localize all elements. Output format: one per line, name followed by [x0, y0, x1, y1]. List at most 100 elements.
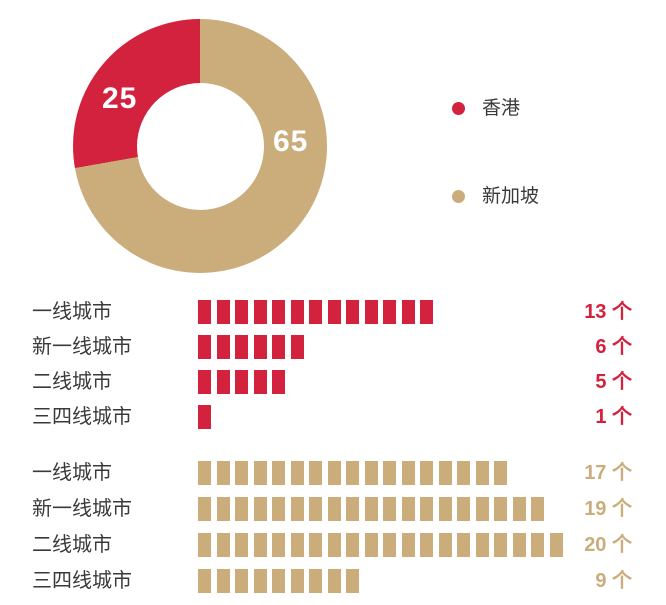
bar-segment [253, 497, 267, 521]
bar-row-label: 一线城市 [32, 300, 112, 323]
bar-row-value: 6 个 [595, 335, 632, 358]
bar-segment [235, 334, 248, 359]
bar-segment [420, 461, 433, 485]
bar-row-value: 17 个 [584, 462, 632, 484]
bar-segment [235, 369, 248, 394]
bar-group-singapore: 一线城市 17 个新一线城市 19 个二线城市 20 个三四线城市 9 个 [32, 455, 632, 599]
bar-row: 三四线城市 9 个 [32, 563, 632, 599]
bar-row-value: 19 个 [584, 498, 632, 520]
bar-segment [235, 299, 248, 324]
bar-segment [327, 533, 341, 557]
bar-segment [290, 299, 304, 324]
bar-segment [457, 533, 470, 557]
bar-segments [198, 369, 285, 394]
bar-segment [309, 497, 322, 521]
legend-dot-0 [452, 101, 465, 115]
donut-chart: 25 65 [73, 19, 327, 273]
bar-segment [364, 533, 378, 557]
bar-segment [272, 533, 285, 557]
donut-hole [136, 82, 264, 210]
bar-segment [512, 497, 526, 521]
bar-segments [198, 334, 304, 359]
bar-segment [198, 299, 211, 324]
bar-segment [216, 569, 230, 593]
bar-segment [420, 497, 433, 521]
bar-segment [420, 299, 433, 324]
bar-row-value: 1 个 [595, 405, 632, 428]
donut-slice-value-hongkong: 25 [102, 82, 138, 115]
bar-segment [290, 569, 304, 593]
bar-segment [401, 497, 415, 521]
bar-segment [198, 334, 211, 359]
bar-row: 新一线城市 19 个 [32, 491, 632, 527]
bar-row-value: 5 个 [595, 370, 632, 393]
bar-segment [253, 334, 267, 359]
bar-segment [235, 497, 248, 521]
bar-segment [364, 497, 378, 521]
bar-segment [420, 533, 433, 557]
legend-item-hongkong: 香港 [452, 98, 539, 118]
bar-segment [272, 497, 285, 521]
bar-segments [198, 404, 211, 429]
bar-segment [198, 497, 211, 521]
bar-segment [198, 533, 211, 557]
bar-segment [475, 497, 489, 521]
bar-segment [475, 533, 489, 557]
bar-segment [327, 461, 341, 485]
bar-segments [198, 461, 507, 485]
bar-row: 新一线城市 6 个 [32, 329, 632, 364]
bar-segment [475, 461, 489, 485]
bar-segment [198, 461, 211, 485]
bar-segment [327, 569, 341, 593]
bar-segments [198, 569, 359, 593]
bar-row: 一线城市 17 个 [32, 455, 632, 491]
bar-segment [346, 533, 359, 557]
bar-row-label: 三四线城市 [32, 405, 132, 428]
bar-segment [549, 533, 563, 557]
bar-segment [253, 461, 267, 485]
bar-row: 二线城市 5 个 [32, 364, 632, 399]
bar-segment [512, 533, 526, 557]
bar-segment [346, 497, 359, 521]
bar-segment [383, 533, 396, 557]
bar-segment [235, 533, 248, 557]
bar-segment [494, 461, 507, 485]
bar-segment [253, 569, 267, 593]
bar-segment [383, 299, 396, 324]
bar-segment [253, 533, 267, 557]
bar-segment [253, 299, 267, 324]
bar-row-label: 三四线城市 [32, 570, 132, 592]
bar-segment [290, 533, 304, 557]
bar-group-hongkong: 一线城市 13 个新一线城市 6 个二线城市 5 个三四线城市 1 个 [32, 294, 632, 434]
bar-segment [235, 461, 248, 485]
bar-segment [290, 334, 304, 359]
bar-segment [216, 533, 230, 557]
bar-row: 三四线城市 1 个 [32, 399, 632, 434]
legend-dot-1 [452, 189, 465, 203]
bar-segment [216, 299, 230, 324]
bar-segment [235, 569, 248, 593]
bar-segment [438, 533, 452, 557]
bar-row-value: 20 个 [584, 534, 632, 556]
bar-segment [531, 533, 544, 557]
bar-segment [198, 569, 211, 593]
bar-segment [346, 299, 359, 324]
bar-segment [216, 334, 230, 359]
bar-row: 一线城市 13 个 [32, 294, 632, 329]
bar-segment [438, 461, 452, 485]
legend-label-hongkong: 香港 [482, 97, 521, 119]
bar-row-value: 13 个 [584, 300, 632, 323]
bar-segment [494, 497, 507, 521]
bar-segment [216, 369, 230, 394]
bar-segment [346, 569, 359, 593]
bar-segment [216, 461, 230, 485]
bar-segment [383, 497, 396, 521]
bar-segment [309, 533, 322, 557]
bar-segments [198, 299, 433, 324]
bar-segment [494, 533, 507, 557]
bar-segment [364, 299, 378, 324]
bar-segment [198, 369, 211, 394]
bar-segment [198, 404, 211, 429]
bar-segment [309, 461, 322, 485]
